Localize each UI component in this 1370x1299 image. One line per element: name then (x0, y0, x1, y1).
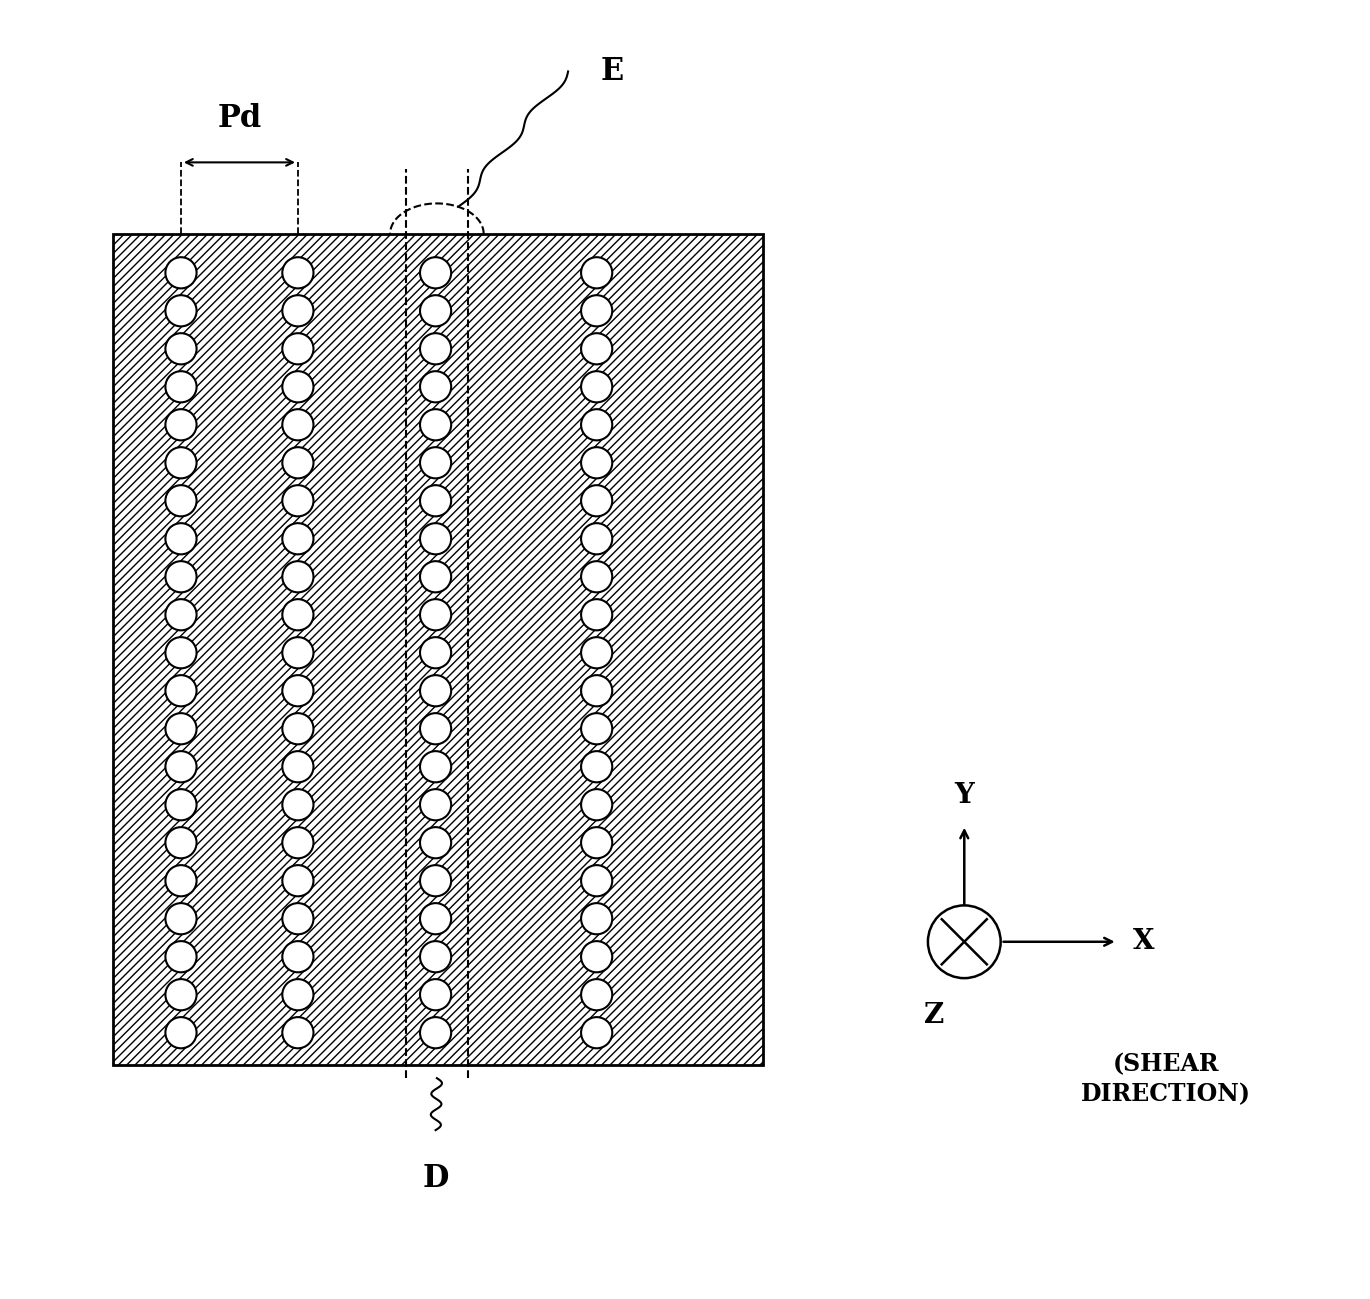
Circle shape (166, 638, 196, 668)
Circle shape (282, 638, 314, 668)
Circle shape (166, 409, 196, 440)
Circle shape (166, 599, 196, 630)
Circle shape (581, 523, 612, 555)
Circle shape (282, 257, 314, 288)
Text: E: E (600, 56, 623, 87)
Circle shape (581, 599, 612, 630)
Circle shape (581, 675, 612, 707)
Circle shape (421, 447, 451, 478)
Circle shape (166, 865, 196, 896)
Circle shape (166, 903, 196, 934)
Circle shape (421, 751, 451, 782)
Circle shape (421, 561, 451, 592)
Circle shape (282, 788, 314, 821)
Circle shape (421, 788, 451, 821)
Circle shape (166, 1017, 196, 1048)
Circle shape (166, 788, 196, 821)
Bar (114, 234, 763, 1065)
Circle shape (282, 485, 314, 516)
Circle shape (421, 523, 451, 555)
Circle shape (927, 905, 1000, 978)
Circle shape (581, 295, 612, 326)
Circle shape (166, 334, 196, 364)
Circle shape (421, 257, 451, 288)
Circle shape (421, 675, 451, 707)
Circle shape (166, 675, 196, 707)
Circle shape (581, 751, 612, 782)
Circle shape (421, 713, 451, 744)
Circle shape (282, 334, 314, 364)
Circle shape (282, 561, 314, 592)
Circle shape (282, 409, 314, 440)
Circle shape (581, 1017, 612, 1048)
Circle shape (581, 713, 612, 744)
Circle shape (282, 675, 314, 707)
Circle shape (282, 372, 314, 403)
Text: (SHEAR
DIRECTION): (SHEAR DIRECTION) (1081, 1052, 1251, 1105)
Circle shape (166, 447, 196, 478)
Circle shape (421, 940, 451, 972)
Circle shape (581, 979, 612, 1011)
Circle shape (421, 903, 451, 934)
Circle shape (282, 523, 314, 555)
Text: Z: Z (925, 1002, 944, 1029)
Text: X: X (1133, 929, 1155, 955)
Circle shape (421, 295, 451, 326)
Circle shape (282, 447, 314, 478)
Text: D: D (422, 1163, 449, 1194)
Circle shape (282, 599, 314, 630)
Circle shape (581, 827, 612, 859)
Circle shape (421, 638, 451, 668)
Circle shape (166, 372, 196, 403)
Circle shape (421, 979, 451, 1011)
Circle shape (282, 903, 314, 934)
Circle shape (282, 713, 314, 744)
Circle shape (166, 827, 196, 859)
Circle shape (166, 751, 196, 782)
Circle shape (282, 1017, 314, 1048)
Circle shape (166, 295, 196, 326)
Circle shape (581, 485, 612, 516)
Circle shape (282, 940, 314, 972)
Circle shape (282, 827, 314, 859)
Circle shape (421, 865, 451, 896)
Circle shape (581, 372, 612, 403)
Circle shape (166, 713, 196, 744)
Circle shape (581, 561, 612, 592)
Circle shape (166, 485, 196, 516)
Circle shape (421, 372, 451, 403)
Circle shape (581, 903, 612, 934)
Circle shape (421, 409, 451, 440)
Circle shape (282, 295, 314, 326)
Circle shape (581, 865, 612, 896)
Circle shape (282, 751, 314, 782)
Circle shape (581, 409, 612, 440)
Text: Y: Y (955, 782, 974, 809)
Circle shape (166, 561, 196, 592)
Circle shape (166, 940, 196, 972)
Circle shape (581, 940, 612, 972)
Circle shape (421, 599, 451, 630)
Circle shape (581, 638, 612, 668)
Circle shape (421, 1017, 451, 1048)
Circle shape (166, 523, 196, 555)
Circle shape (581, 334, 612, 364)
Circle shape (166, 257, 196, 288)
Circle shape (282, 865, 314, 896)
Circle shape (166, 979, 196, 1011)
Circle shape (581, 447, 612, 478)
Circle shape (581, 788, 612, 821)
Circle shape (421, 485, 451, 516)
Circle shape (421, 334, 451, 364)
Circle shape (421, 827, 451, 859)
Circle shape (282, 979, 314, 1011)
Circle shape (581, 257, 612, 288)
Text: Pd: Pd (218, 103, 262, 134)
